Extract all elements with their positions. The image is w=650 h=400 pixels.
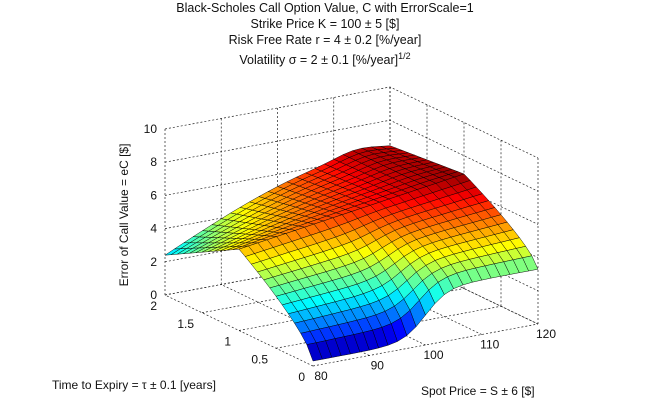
y-tick-label: 2	[150, 299, 157, 313]
y-tick-label: 0	[298, 370, 305, 384]
title-line-4-main: Volatility σ = 2 ± 0.1 [%/year]	[239, 53, 399, 68]
x-axis-label: Spot Price = S ± 6 [$]	[421, 384, 535, 398]
x-tick-label: 100	[423, 348, 443, 362]
x-tick-label: 80	[314, 369, 328, 383]
y-tick-label: 1.5	[177, 317, 194, 331]
y-tick-label: 1	[224, 335, 231, 349]
surface-patch	[306, 342, 323, 362]
x-tick-label: 110	[480, 338, 499, 352]
floor-gridline-x	[221, 284, 370, 356]
title-line-4-exponent: 1/2	[398, 51, 411, 61]
y-axis-label: Time to Expiry = τ ± 0.1 [years]	[52, 378, 216, 392]
title-line-1: Black-Scholes Call Option Value, C with …	[176, 1, 474, 15]
title-line-2: Strike Price K = 100 ± 5 [$]	[250, 17, 400, 31]
floor-gridline-x	[164, 294, 314, 367]
z-tick-label: 2	[150, 255, 157, 269]
z-tick-label: 10	[144, 122, 158, 136]
y-tick-label: 0.5	[251, 352, 268, 366]
z-tick-label: 6	[150, 188, 157, 202]
wall-gridline-z	[164, 86, 539, 159]
z-tick-label: 8	[150, 155, 157, 169]
z-tick-label: 0	[150, 288, 157, 302]
x-tick-label: 120	[536, 327, 556, 341]
chart-title: Black-Scholes Call Option Value, C with …	[0, 0, 650, 68]
z-tick-label: 4	[150, 222, 157, 236]
title-line-3: Risk Free Rate r = 4 ± 0.2 [%/year]	[228, 33, 422, 47]
z-axis-label: Error of Call Value = eC [$]	[117, 144, 131, 287]
x-tick-label: 90	[371, 359, 385, 373]
title-line-4: Volatility σ = 2 ± 0.1 [%/year]1/2	[0, 48, 650, 68]
